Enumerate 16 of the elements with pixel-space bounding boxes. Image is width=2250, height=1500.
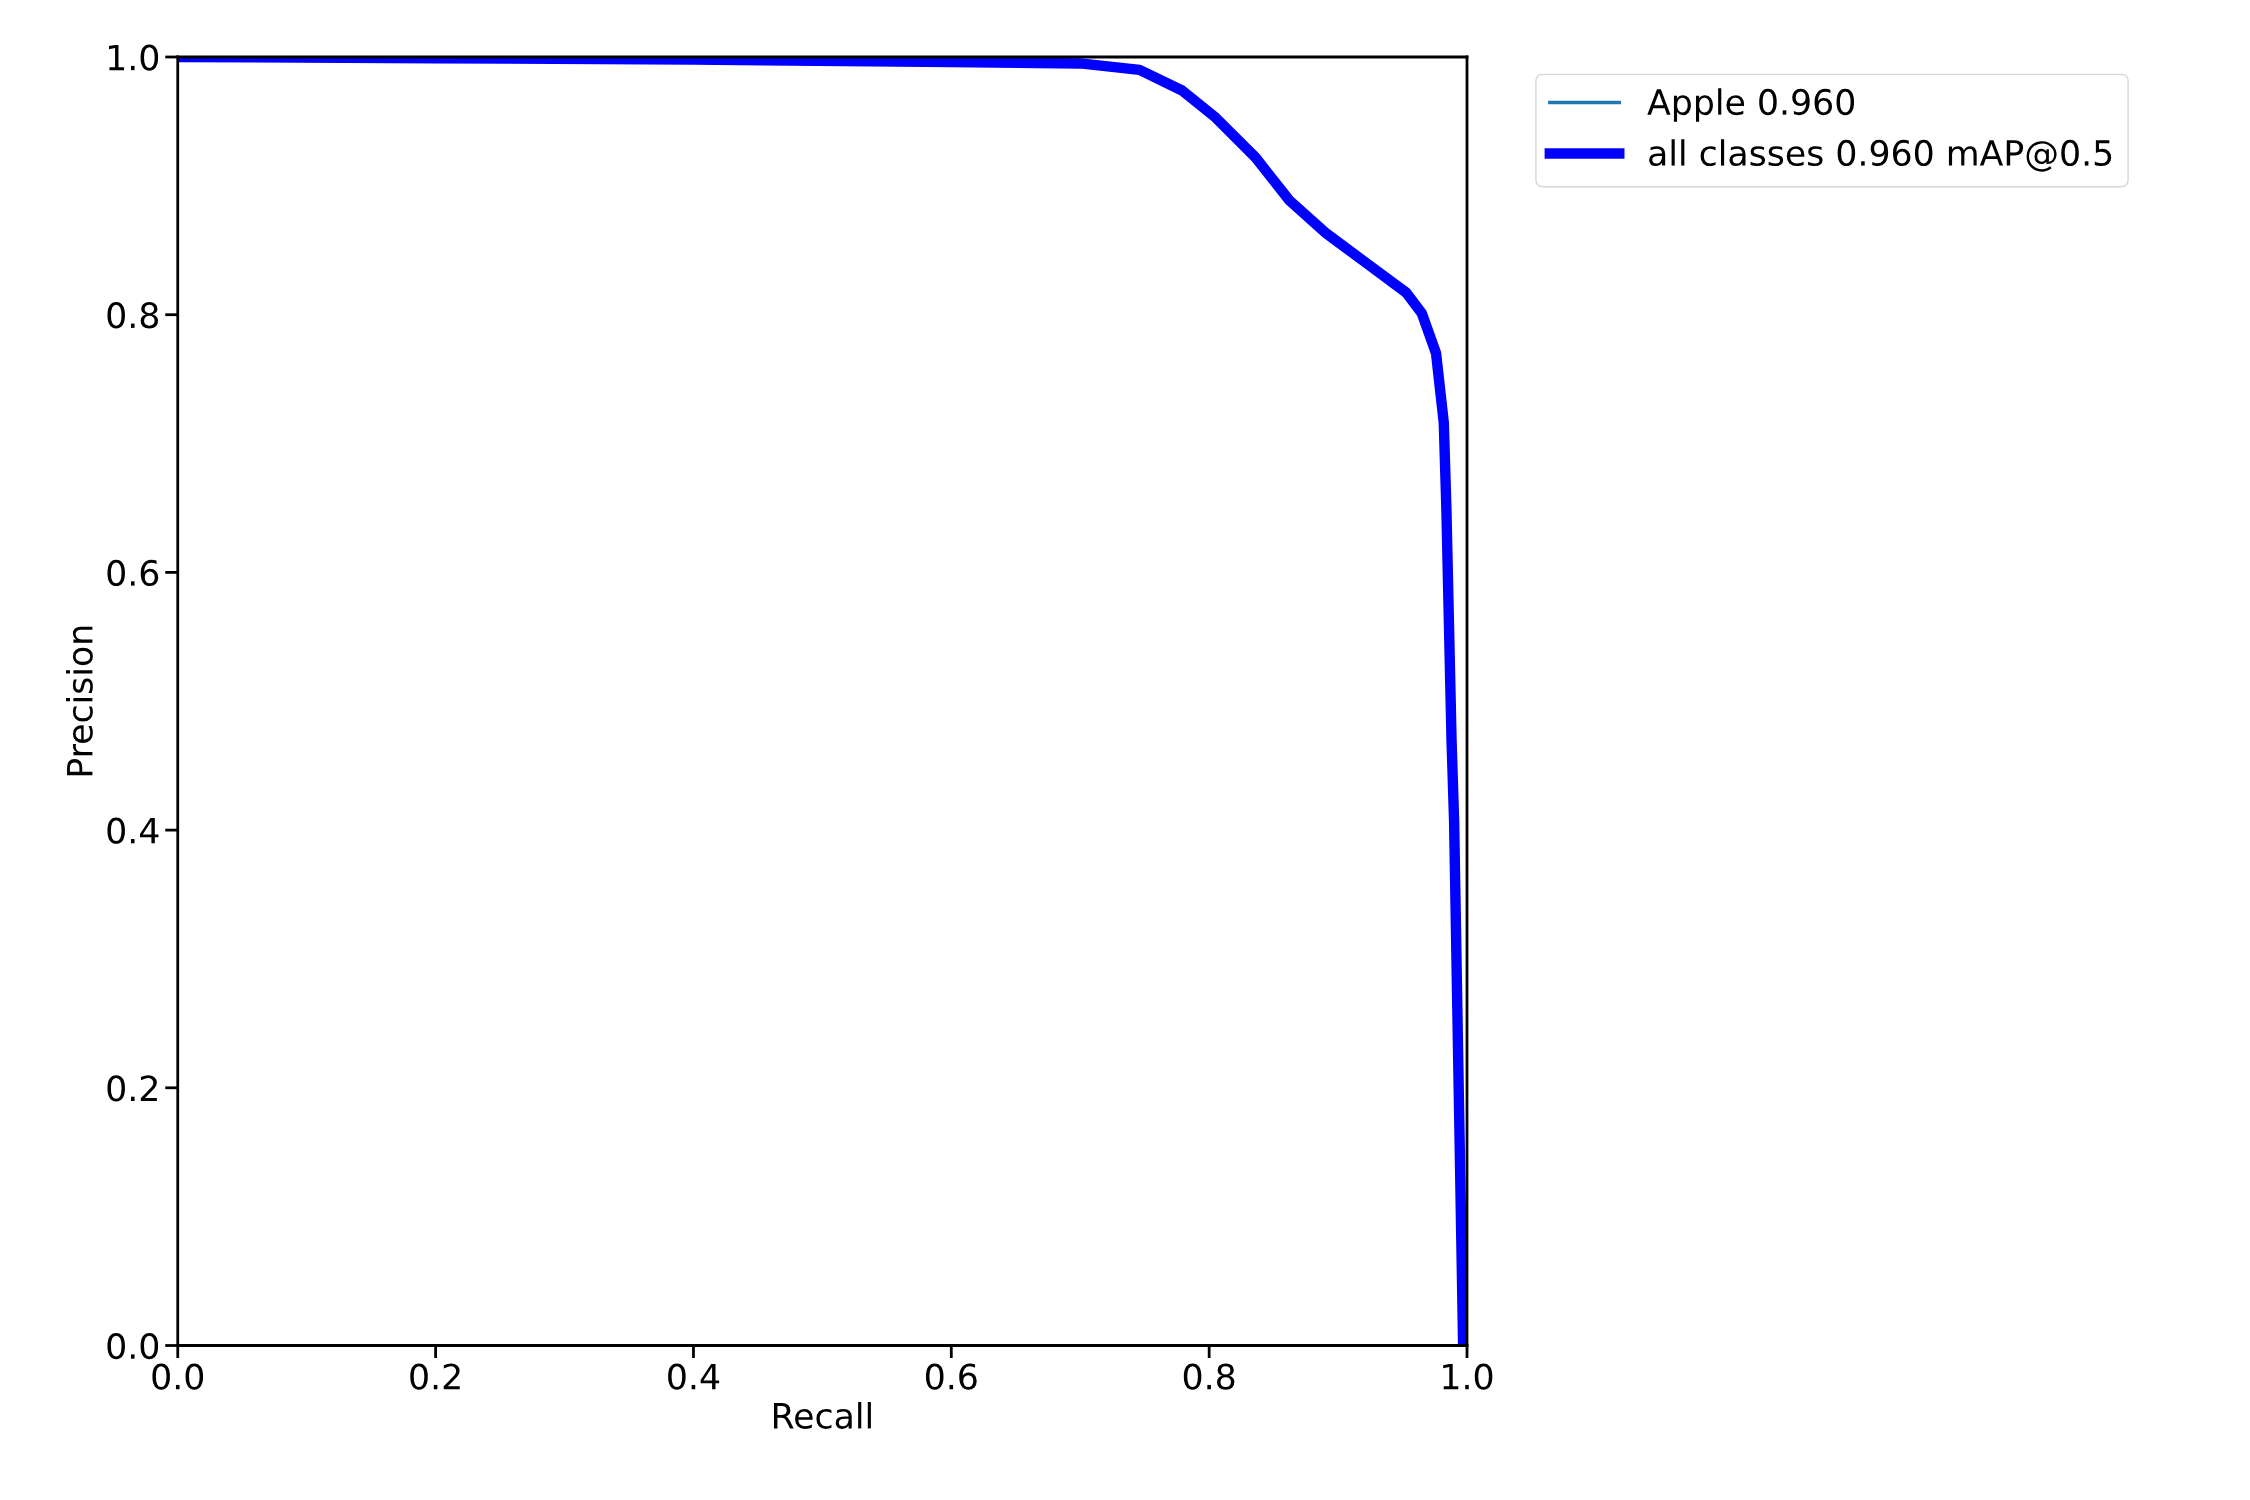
- y-tick-label: 0.2: [107, 1075, 157, 1102]
- x-tick-label: 1.0: [1443, 1363, 1493, 1390]
- y-axis-title: Precision: [66, 626, 93, 776]
- y-tick-label: 0.6: [107, 559, 159, 587]
- y-tick-label: 1.0: [108, 44, 159, 71]
- y-tick-label: 0.8: [107, 302, 159, 329]
- x-tick-label: 0.8: [1183, 1363, 1235, 1390]
- legend-label: Apple 0.960: [1647, 88, 1855, 122]
- legend-label: all classes 0.960 mAP@0.5: [1649, 139, 2112, 172]
- x-tick-label: 0.0: [152, 1363, 204, 1390]
- x-tick-label: 0.2: [410, 1363, 460, 1390]
- x-tick-label: 0.6: [925, 1363, 977, 1390]
- x-tick-label: 0.4: [668, 1363, 720, 1390]
- x-axis-title: Recall: [773, 1402, 871, 1429]
- y-tick-label: 0.4: [107, 817, 159, 844]
- y-tick-label: 0.0: [107, 1332, 159, 1360]
